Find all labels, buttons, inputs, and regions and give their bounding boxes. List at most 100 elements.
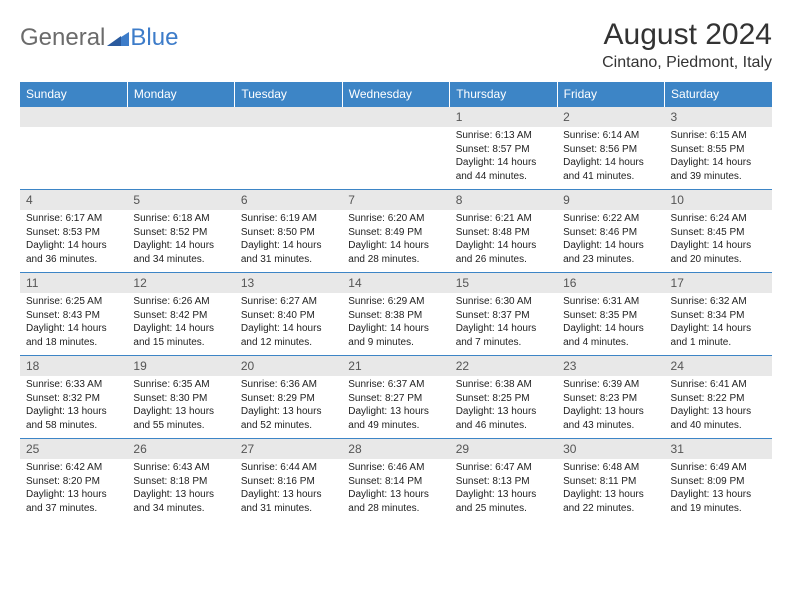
daylight-text: Daylight: 14 hours and 12 minutes. (241, 322, 336, 349)
day-number-row: 18192021222324 (20, 356, 772, 377)
daylight-text: Daylight: 14 hours and 20 minutes. (671, 239, 766, 266)
sunset-text: Sunset: 8:57 PM (456, 143, 551, 157)
day-number-row: 11121314151617 (20, 273, 772, 294)
day-number-cell: 17 (665, 273, 772, 294)
sunrise-text: Sunrise: 6:38 AM (456, 378, 551, 392)
daylight-text: Daylight: 13 hours and 49 minutes. (348, 405, 443, 432)
sunset-text: Sunset: 8:40 PM (241, 309, 336, 323)
day-number-cell: 3 (665, 107, 772, 128)
day-number-cell: 11 (20, 273, 127, 294)
day-detail-cell (127, 127, 234, 190)
day-header: Sunday (20, 82, 127, 107)
sunset-text: Sunset: 8:29 PM (241, 392, 336, 406)
day-number-cell: 10 (665, 190, 772, 211)
day-header: Friday (557, 82, 664, 107)
day-number-cell: 23 (557, 356, 664, 377)
day-detail-row: Sunrise: 6:13 AMSunset: 8:57 PMDaylight:… (20, 127, 772, 190)
day-number-cell (235, 107, 342, 128)
day-detail-cell: Sunrise: 6:29 AMSunset: 8:38 PMDaylight:… (342, 293, 449, 356)
calendar-page: General Blue August 2024 Cintano, Piedmo… (0, 0, 792, 531)
day-number-cell: 13 (235, 273, 342, 294)
day-number-cell (127, 107, 234, 128)
day-detail-cell: Sunrise: 6:39 AMSunset: 8:23 PMDaylight:… (557, 376, 664, 439)
daylight-text: Daylight: 14 hours and 4 minutes. (563, 322, 658, 349)
day-number-cell: 31 (665, 439, 772, 460)
sunset-text: Sunset: 8:55 PM (671, 143, 766, 157)
logo: General Blue (20, 18, 178, 52)
daylight-text: Daylight: 14 hours and 34 minutes. (133, 239, 228, 266)
day-detail-cell: Sunrise: 6:49 AMSunset: 8:09 PMDaylight:… (665, 459, 772, 521)
day-detail-cell: Sunrise: 6:22 AMSunset: 8:46 PMDaylight:… (557, 210, 664, 273)
sunrise-text: Sunrise: 6:33 AM (26, 378, 121, 392)
sunrise-text: Sunrise: 6:49 AM (671, 461, 766, 475)
day-detail-cell: Sunrise: 6:19 AMSunset: 8:50 PMDaylight:… (235, 210, 342, 273)
day-number-cell: 7 (342, 190, 449, 211)
sunset-text: Sunset: 8:48 PM (456, 226, 551, 240)
sunrise-text: Sunrise: 6:42 AM (26, 461, 121, 475)
day-detail-cell: Sunrise: 6:17 AMSunset: 8:53 PMDaylight:… (20, 210, 127, 273)
sunset-text: Sunset: 8:56 PM (563, 143, 658, 157)
sunrise-text: Sunrise: 6:41 AM (671, 378, 766, 392)
daylight-text: Daylight: 13 hours and 58 minutes. (26, 405, 121, 432)
logo-text-1: General (20, 24, 105, 52)
day-number-cell (342, 107, 449, 128)
sunset-text: Sunset: 8:18 PM (133, 475, 228, 489)
day-number-cell: 18 (20, 356, 127, 377)
day-header: Wednesday (342, 82, 449, 107)
sunset-text: Sunset: 8:11 PM (563, 475, 658, 489)
location-subtitle: Cintano, Piedmont, Italy (602, 54, 772, 72)
day-number-cell: 8 (450, 190, 557, 211)
day-header: Thursday (450, 82, 557, 107)
sunset-text: Sunset: 8:38 PM (348, 309, 443, 323)
day-detail-cell: Sunrise: 6:37 AMSunset: 8:27 PMDaylight:… (342, 376, 449, 439)
logo-text-2: Blue (130, 24, 178, 52)
sunrise-text: Sunrise: 6:24 AM (671, 212, 766, 226)
title-block: August 2024 Cintano, Piedmont, Italy (602, 18, 772, 72)
sunset-text: Sunset: 8:49 PM (348, 226, 443, 240)
day-detail-row: Sunrise: 6:33 AMSunset: 8:32 PMDaylight:… (20, 376, 772, 439)
sunrise-text: Sunrise: 6:21 AM (456, 212, 551, 226)
day-detail-cell (20, 127, 127, 190)
sunrise-text: Sunrise: 6:36 AM (241, 378, 336, 392)
sunrise-text: Sunrise: 6:46 AM (348, 461, 443, 475)
sunset-text: Sunset: 8:22 PM (671, 392, 766, 406)
daylight-text: Daylight: 14 hours and 15 minutes. (133, 322, 228, 349)
day-detail-cell: Sunrise: 6:24 AMSunset: 8:45 PMDaylight:… (665, 210, 772, 273)
sunset-text: Sunset: 8:25 PM (456, 392, 551, 406)
day-detail-cell (235, 127, 342, 190)
daylight-text: Daylight: 14 hours and 41 minutes. (563, 156, 658, 183)
sunrise-text: Sunrise: 6:26 AM (133, 295, 228, 309)
day-number-cell: 25 (20, 439, 127, 460)
day-detail-cell: Sunrise: 6:32 AMSunset: 8:34 PMDaylight:… (665, 293, 772, 356)
daylight-text: Daylight: 14 hours and 9 minutes. (348, 322, 443, 349)
day-detail-cell: Sunrise: 6:27 AMSunset: 8:40 PMDaylight:… (235, 293, 342, 356)
sunrise-text: Sunrise: 6:30 AM (456, 295, 551, 309)
sunset-text: Sunset: 8:30 PM (133, 392, 228, 406)
day-number-row: 45678910 (20, 190, 772, 211)
daylight-text: Daylight: 13 hours and 52 minutes. (241, 405, 336, 432)
sunset-text: Sunset: 8:43 PM (26, 309, 121, 323)
day-detail-cell: Sunrise: 6:43 AMSunset: 8:18 PMDaylight:… (127, 459, 234, 521)
daylight-text: Daylight: 13 hours and 55 minutes. (133, 405, 228, 432)
sunset-text: Sunset: 8:09 PM (671, 475, 766, 489)
day-number-cell (20, 107, 127, 128)
day-detail-cell: Sunrise: 6:15 AMSunset: 8:55 PMDaylight:… (665, 127, 772, 190)
sunrise-text: Sunrise: 6:43 AM (133, 461, 228, 475)
sunset-text: Sunset: 8:45 PM (671, 226, 766, 240)
sunset-text: Sunset: 8:16 PM (241, 475, 336, 489)
daylight-text: Daylight: 14 hours and 28 minutes. (348, 239, 443, 266)
sunset-text: Sunset: 8:34 PM (671, 309, 766, 323)
day-detail-cell: Sunrise: 6:14 AMSunset: 8:56 PMDaylight:… (557, 127, 664, 190)
sunset-text: Sunset: 8:35 PM (563, 309, 658, 323)
day-detail-cell: Sunrise: 6:18 AMSunset: 8:52 PMDaylight:… (127, 210, 234, 273)
day-detail-cell: Sunrise: 6:30 AMSunset: 8:37 PMDaylight:… (450, 293, 557, 356)
day-number-cell: 5 (127, 190, 234, 211)
day-detail-cell: Sunrise: 6:38 AMSunset: 8:25 PMDaylight:… (450, 376, 557, 439)
daylight-text: Daylight: 14 hours and 26 minutes. (456, 239, 551, 266)
day-detail-cell: Sunrise: 6:44 AMSunset: 8:16 PMDaylight:… (235, 459, 342, 521)
daylight-text: Daylight: 14 hours and 36 minutes. (26, 239, 121, 266)
day-header: Monday (127, 82, 234, 107)
sunrise-text: Sunrise: 6:32 AM (671, 295, 766, 309)
calendar-table: Sunday Monday Tuesday Wednesday Thursday… (20, 82, 772, 521)
sunrise-text: Sunrise: 6:20 AM (348, 212, 443, 226)
